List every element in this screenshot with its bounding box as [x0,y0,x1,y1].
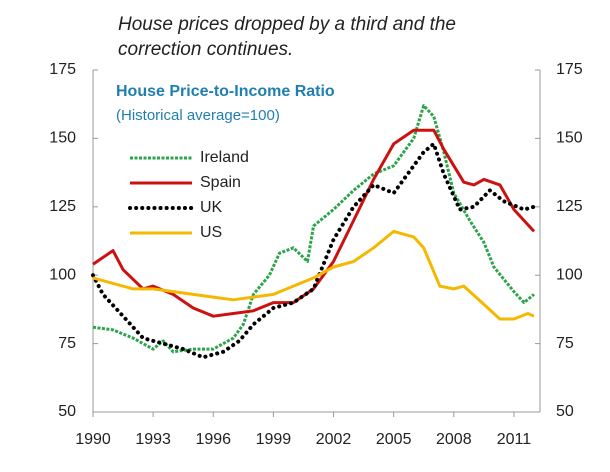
series-line [92,229,535,321]
y2-tick-label: 75 [556,335,574,352]
x-tick-label: 2002 [316,431,352,448]
y2-tick-label: 50 [556,403,574,420]
x-tick-label: 1996 [195,431,231,448]
y-tick-label: 125 [49,198,76,215]
y-tick-label: 100 [49,266,76,283]
annotation: House prices dropped by a third and the [118,14,456,35]
y-tick-label: 175 [49,61,76,78]
y-tick-label: 75 [58,335,76,352]
y2-tick-label: 125 [556,198,583,215]
x-tick-label: 1993 [135,431,171,448]
legend-label: UK [200,199,223,216]
y2-tick-label: 175 [556,61,583,78]
annotation: correction continues. [118,39,293,60]
y-tick-label: 50 [58,403,76,420]
legend-label: Ireland [200,149,249,166]
y-tick-label: 150 [49,130,76,147]
x-tick-label: 2005 [376,431,412,448]
x-tick-label: 2011 [497,431,532,448]
legend-label: Spain [200,174,241,191]
series-line [91,141,536,360]
y2-tick-label: 100 [556,266,583,283]
chart-title: House Price-to-Income Ratio [116,83,335,100]
series-line [92,104,535,354]
x-tick-label: 1999 [256,431,292,448]
x-tick-label: 1990 [75,431,111,448]
legend-label: US [200,224,222,241]
y2-tick-label: 150 [556,130,583,147]
x-tick-label: 2008 [436,431,472,448]
chart-subtitle: (Historical average=100) [116,107,280,124]
